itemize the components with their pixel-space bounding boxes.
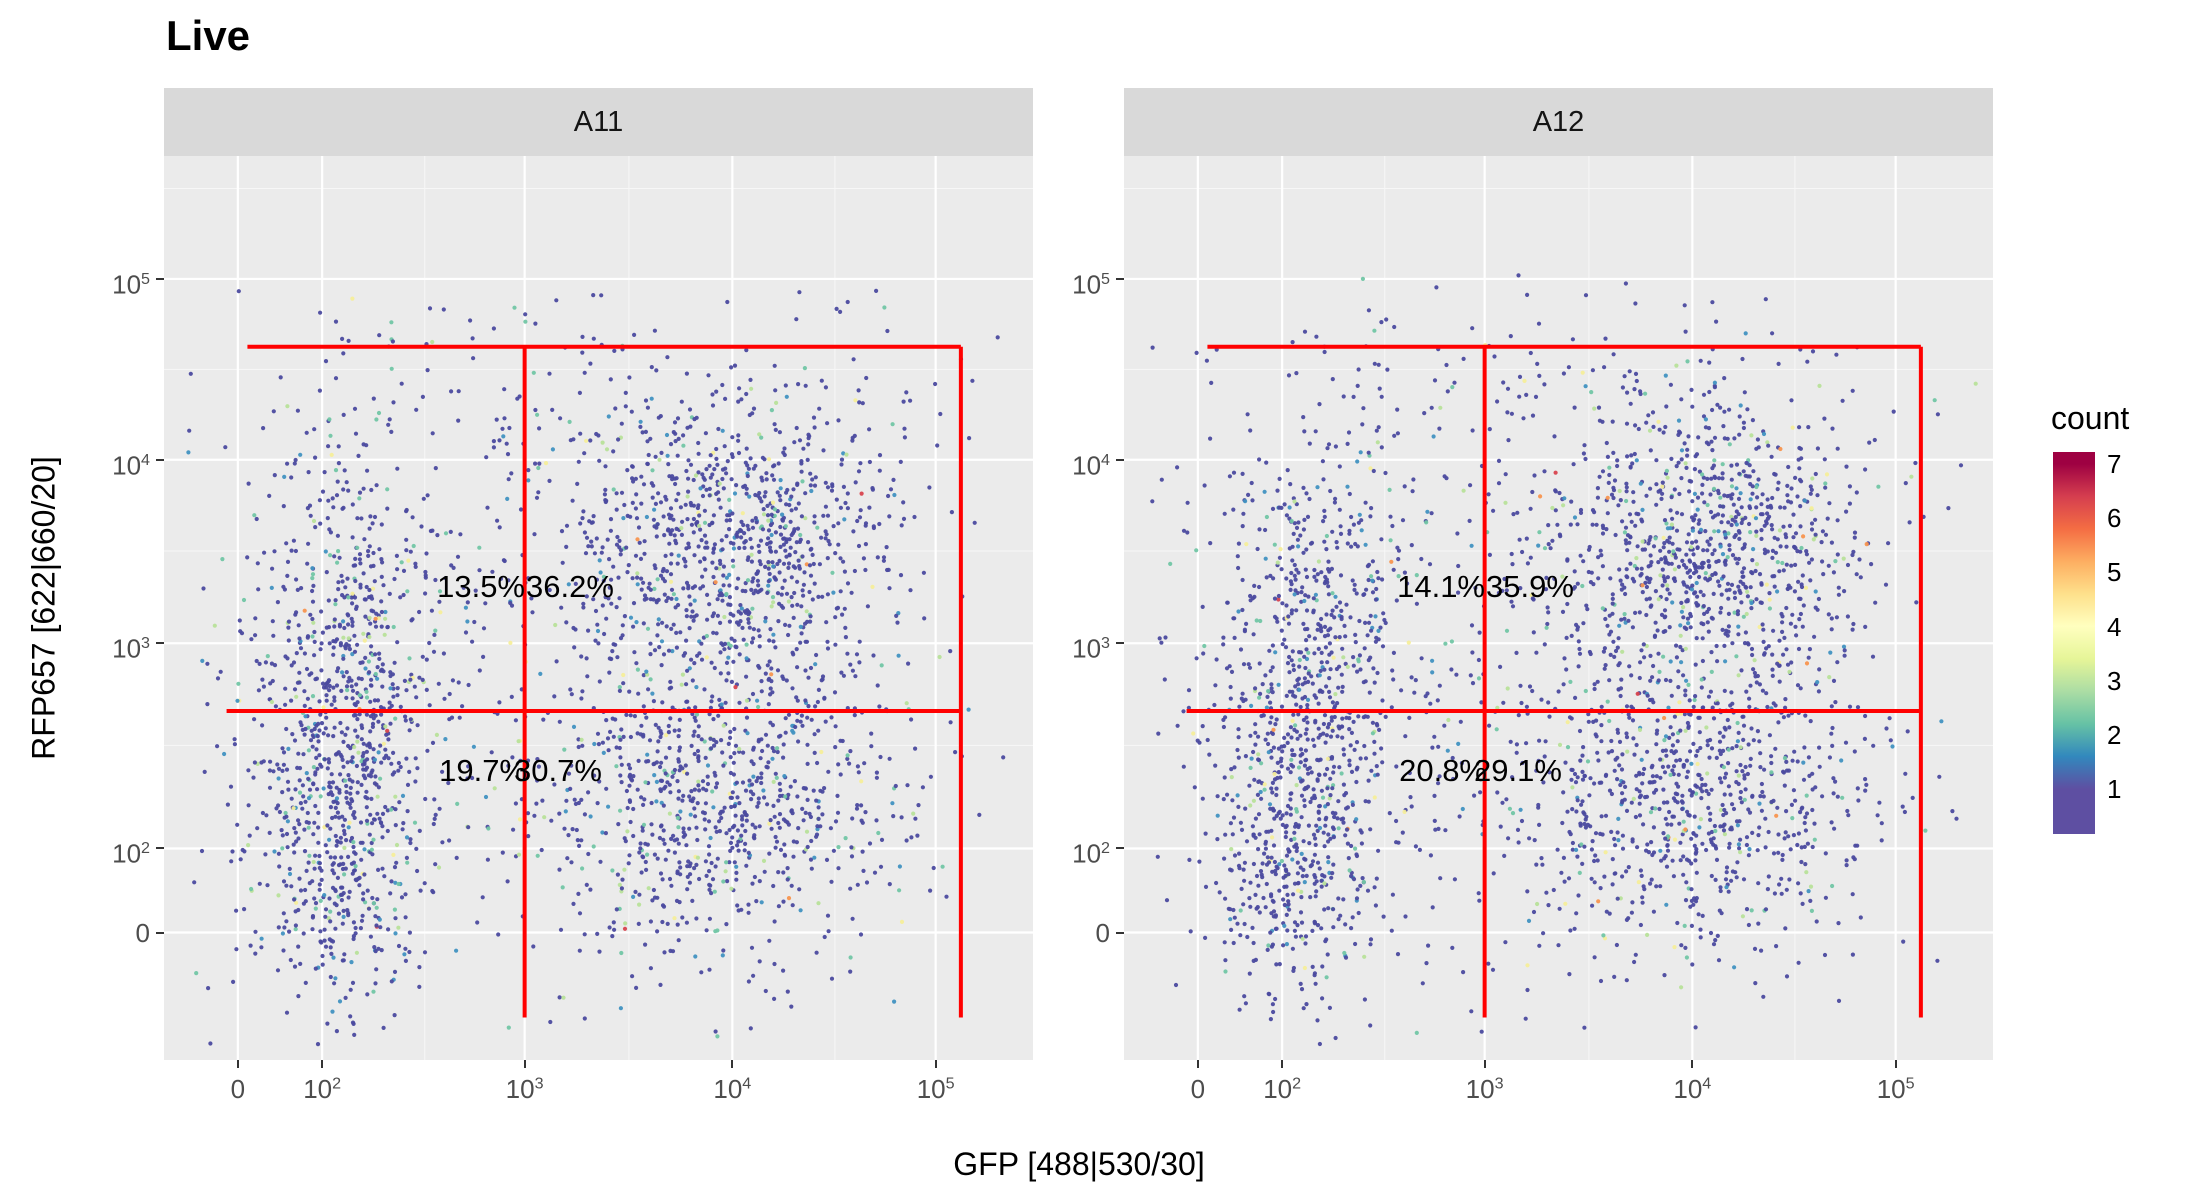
y-tick-mark [1116, 458, 1124, 461]
legend-value-label: 5 [2107, 557, 2122, 588]
x-tick-mark [1483, 1060, 1486, 1068]
plot-title: Live [166, 12, 251, 59]
quadrant-percent-lower-left: 19.7% [439, 753, 527, 788]
y-tick-label: 104 [112, 450, 150, 481]
facet-strip: A12 [1124, 88, 1993, 156]
quadrant-percent-upper-left: 13.5% [437, 569, 525, 604]
scatter-panel: 14.1% 35.9% 20.8% 29.1% [1124, 156, 1993, 1060]
y-tick-mark [156, 931, 164, 934]
y-tick-mark [1116, 277, 1124, 280]
legend-title: count [2051, 400, 2130, 436]
x-tick-label: 102 [303, 1074, 342, 1104]
legend-value-label: 3 [2107, 665, 2122, 696]
x-tick-mark [1691, 1060, 1694, 1068]
y-tick-label: 103 [1072, 633, 1110, 664]
quadrant-percent-upper-right: 36.2% [526, 569, 614, 604]
x-tick-mark [934, 1060, 937, 1068]
x-tick-label: 102 [1263, 1074, 1302, 1104]
x-tick-label: 105 [1876, 1074, 1915, 1104]
facet-strip-label: A11 [573, 105, 624, 138]
facet-strip-label: A12 [1532, 105, 1585, 138]
y-axis-title: RFP657 [622|660/20] [25, 456, 62, 760]
scatter-points [1150, 273, 1978, 1047]
quadrant-percent-lower-right: 30.7% [514, 753, 602, 788]
legend-value-label: 7 [2107, 449, 2122, 479]
x-tick-label: 103 [1465, 1074, 1504, 1104]
facet-a12: A12 14.1% 35.9% 20.8% 29.1% 0 102 103 104 10… [1072, 88, 1993, 1188]
y-tick-mark [1116, 847, 1124, 850]
legend-value-label: 1 [2107, 774, 2122, 805]
y-tick-label: 105 [1072, 269, 1110, 300]
quadrant-percent-upper-right: 35.9% [1486, 569, 1574, 604]
y-tick-mark [156, 277, 164, 280]
quadrant-gate [226, 344, 963, 1018]
y-tick-mark [156, 458, 164, 461]
quadrant-percent-upper-left: 14.1% [1397, 569, 1485, 604]
y-tick-label: 102 [1072, 839, 1110, 870]
legend-value-label: 2 [2107, 720, 2122, 750]
y-tick-mark [1116, 931, 1124, 934]
y-tick-label: 104 [1072, 450, 1110, 481]
y-tick-mark [1116, 642, 1124, 645]
x-tick-label: 104 [713, 1074, 752, 1104]
x-tick-mark [523, 1060, 526, 1068]
y-tick-label: 0 [1095, 917, 1110, 948]
scatter-panel: 13.5% 36.2% 19.7% 30.7% [164, 156, 1033, 1060]
y-tick-mark [156, 847, 164, 850]
y-tick-label: 0 [135, 917, 150, 948]
y-tick-label: 105 [112, 269, 150, 300]
quadrant-gate [1186, 344, 1923, 1018]
y-tick-mark [156, 642, 164, 645]
x-tick-label: 0 [230, 1074, 246, 1104]
legend-value-label: 6 [2107, 503, 2122, 534]
x-tick-label: 103 [505, 1074, 544, 1104]
x-tick-mark [731, 1060, 734, 1068]
quadrant-percent-lower-left: 20.8% [1399, 753, 1487, 788]
major-gridlines [1124, 156, 1993, 1060]
x-tick-mark [236, 1060, 239, 1068]
x-tick-mark [1894, 1060, 1897, 1068]
quadrant-percent-lower-right: 29.1% [1474, 753, 1562, 788]
scatter-plot-svg [1124, 156, 1993, 1060]
x-tick-label: 104 [1673, 1074, 1712, 1104]
x-tick-mark [321, 1060, 324, 1068]
y-tick-label: 103 [112, 633, 150, 664]
facet-a11: A11 13.5% 36.2% 19.7% 30.7% 0 102 103 104 10… [112, 88, 1033, 1188]
x-tick-mark [1196, 1060, 1199, 1068]
minor-gridlines [1124, 156, 1993, 1060]
x-axis-title: GFP [488|530/30] [953, 1146, 1205, 1182]
legend-value-label: 4 [2107, 611, 2122, 642]
scatter-points [186, 288, 1006, 1047]
x-tick-label: 0 [1190, 1074, 1206, 1104]
facet-strip: A11 [164, 88, 1033, 156]
x-tick-label: 105 [916, 1074, 955, 1104]
y-tick-label: 102 [112, 839, 150, 870]
scatter-plot-svg [164, 156, 1033, 1060]
x-tick-mark [1281, 1060, 1284, 1068]
legend-colorbar [2053, 452, 2095, 834]
